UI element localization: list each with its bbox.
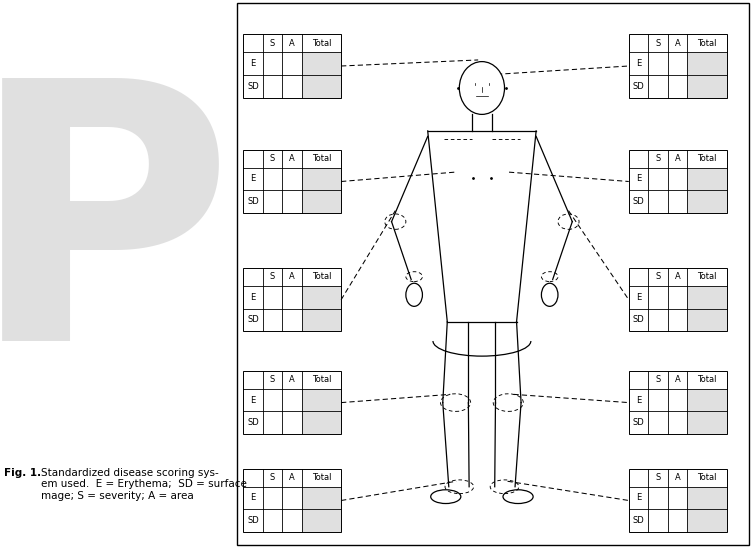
Bar <box>243 469 341 532</box>
Text: E: E <box>251 293 255 302</box>
Text: E: E <box>251 493 255 503</box>
Bar <box>243 150 341 213</box>
Text: E: E <box>636 293 641 302</box>
Text: Total: Total <box>697 272 717 282</box>
Text: Total: Total <box>697 473 717 482</box>
Bar <box>243 34 341 98</box>
Bar <box>302 52 341 98</box>
Text: Total: Total <box>312 39 331 48</box>
Text: E: E <box>636 59 641 68</box>
Text: A: A <box>675 39 681 48</box>
Ellipse shape <box>503 490 533 504</box>
Bar <box>629 268 727 331</box>
Text: E: E <box>251 59 255 68</box>
Bar <box>302 286 341 331</box>
Text: A: A <box>675 375 681 384</box>
Text: A: A <box>289 375 295 384</box>
Text: E: E <box>251 395 255 405</box>
Text: P: P <box>0 68 234 416</box>
Ellipse shape <box>406 283 422 306</box>
Text: E: E <box>636 395 641 405</box>
Text: Total: Total <box>312 272 331 282</box>
Text: E: E <box>636 174 641 184</box>
Text: S: S <box>270 375 275 384</box>
Text: S: S <box>270 473 275 482</box>
Text: SD: SD <box>633 419 645 427</box>
Ellipse shape <box>459 62 505 114</box>
Text: A: A <box>289 473 295 482</box>
Text: A: A <box>675 473 681 482</box>
Bar <box>629 371 727 435</box>
Ellipse shape <box>541 283 558 306</box>
Text: E: E <box>251 174 255 184</box>
Ellipse shape <box>431 490 461 504</box>
Bar <box>687 286 727 331</box>
Text: A: A <box>289 39 295 48</box>
Text: A: A <box>289 272 295 282</box>
Text: SD: SD <box>247 316 259 324</box>
Bar <box>302 487 341 532</box>
Text: S: S <box>656 39 660 48</box>
Text: Total: Total <box>697 39 717 48</box>
Text: SD: SD <box>247 419 259 427</box>
Text: A: A <box>675 272 681 282</box>
Text: E: E <box>636 493 641 503</box>
Bar <box>687 168 727 213</box>
Text: SD: SD <box>633 197 645 206</box>
Text: Total: Total <box>697 375 717 384</box>
Text: SD: SD <box>633 316 645 324</box>
Text: S: S <box>270 154 275 163</box>
Text: Total: Total <box>312 473 331 482</box>
Bar <box>243 268 341 331</box>
Text: Total: Total <box>312 154 331 163</box>
Bar <box>687 487 727 532</box>
Bar <box>629 34 727 98</box>
Text: SD: SD <box>247 82 259 91</box>
Bar <box>302 389 341 434</box>
Text: S: S <box>270 39 275 48</box>
Bar <box>687 389 727 434</box>
Text: SD: SD <box>247 516 259 525</box>
Text: A: A <box>675 154 681 163</box>
Text: Fig. 1.: Fig. 1. <box>4 468 41 477</box>
Text: Standardized disease scoring sys-
em used.  E = Erythema;  SD = surface
mage; S : Standardized disease scoring sys- em use… <box>41 468 247 500</box>
Bar <box>687 52 727 98</box>
Text: Total: Total <box>697 154 717 163</box>
Text: SD: SD <box>633 516 645 525</box>
Text: S: S <box>656 473 660 482</box>
Text: SD: SD <box>633 82 645 91</box>
Text: Total: Total <box>312 375 331 384</box>
Text: SD: SD <box>247 197 259 206</box>
Text: S: S <box>656 154 660 163</box>
Text: S: S <box>270 272 275 282</box>
Bar <box>237 3 749 544</box>
Bar <box>302 168 341 213</box>
Text: S: S <box>656 272 660 282</box>
Bar <box>243 371 341 435</box>
Bar <box>629 469 727 532</box>
Text: S: S <box>656 375 660 384</box>
Bar <box>629 150 727 213</box>
Text: A: A <box>289 154 295 163</box>
